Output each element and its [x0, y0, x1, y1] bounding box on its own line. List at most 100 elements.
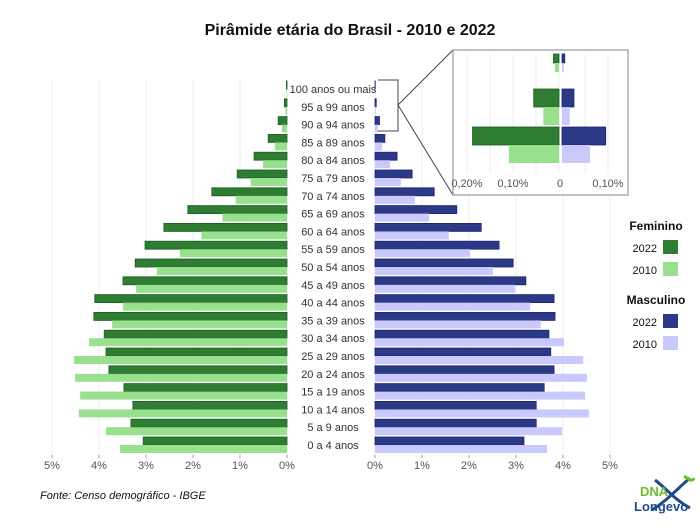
age-label: 35 a 39 anos	[301, 315, 365, 327]
age-label: 55 a 59 anos	[301, 244, 365, 256]
bar-feminino-2010	[112, 320, 287, 329]
bar-feminino-2022	[94, 294, 288, 304]
row-labels: 100 anos ou mais 95 a 99 anos 90 a 94 anos…	[290, 79, 399, 452]
age-label: 25 a 29 anos	[301, 351, 365, 363]
age-label: 45 a 49 anos	[301, 280, 365, 292]
bar-feminino-2022	[93, 311, 288, 321]
inset-tick-label: 0	[557, 178, 563, 190]
age-label: 20 a 24 anos	[301, 369, 365, 381]
bar-masculino-2022	[374, 258, 514, 268]
inset-bar-feminino-2022	[553, 53, 560, 64]
bar-feminino-2022	[236, 169, 288, 179]
bar-feminino-2022	[123, 383, 288, 393]
bar-masculino-2010	[375, 391, 586, 400]
right-tick-label: 4%	[555, 460, 571, 472]
bar-masculino-2022	[374, 365, 555, 375]
bar-masculino-2010	[375, 231, 449, 240]
left-tick-label: 5%	[44, 460, 60, 472]
bar-feminino-2010	[263, 160, 287, 169]
legend-title-masculino: Masculino	[627, 293, 686, 307]
inset-tick-label: 0,10%	[497, 178, 528, 190]
bar-masculino-2022	[374, 383, 545, 393]
bar-feminino-2010	[201, 231, 287, 240]
age-label: 70 a 74 anos	[301, 191, 365, 203]
bar-feminino-2022	[122, 276, 288, 286]
inset-bar-masculino-2010	[562, 107, 570, 125]
bar-feminino-2022	[103, 329, 288, 339]
zoom-bracket	[378, 79, 399, 132]
bar-feminino-2010	[222, 213, 287, 222]
age-label: 0 a 4 anos	[307, 440, 359, 452]
left-tick-label: 1%	[232, 460, 248, 472]
inset-frame	[452, 49, 629, 196]
bar-masculino-2010	[375, 160, 391, 169]
source-note: Fonte: Censo demográfico - IBGE	[40, 490, 206, 502]
left-tick-label: 3%	[138, 460, 154, 472]
inset-bar-feminino-2010	[554, 63, 559, 72]
bar-feminino-2022	[142, 436, 288, 446]
left-tick-label: 2%	[185, 460, 201, 472]
bar-feminino-2010	[120, 445, 288, 453]
bar-feminino-2022	[286, 80, 288, 90]
axis-ticks: 5% 4% 3% 2% 1% 0% 0% 1% 2% 3% 4% 5%	[44, 455, 618, 472]
bar-masculino-2010	[375, 427, 563, 436]
age-label: 50 a 54 anos	[301, 262, 365, 274]
bar-feminino-2010	[136, 284, 287, 293]
logo-longevo: Longevo	[634, 499, 688, 514]
bar-masculino-2022	[374, 436, 525, 446]
bar-feminino-2010	[106, 427, 287, 436]
bar-masculino-2022	[374, 240, 500, 250]
inset-tick-label: 0,20%	[451, 178, 482, 190]
bar-masculino-2010	[375, 213, 430, 222]
right-tick-label: 2%	[461, 460, 477, 472]
bar-feminino-2022	[253, 151, 288, 161]
bar-masculino-2010	[375, 356, 584, 364]
logo-helix-icon	[651, 476, 691, 512]
bar-feminino-2010	[285, 106, 287, 115]
age-label: 75 a 79 anos	[301, 173, 365, 185]
bar-masculino-2022	[374, 329, 550, 339]
bar-feminino-2022	[211, 187, 288, 197]
bar-masculino-2022	[374, 133, 386, 143]
legend: Feminino 2022 2010 Masculino 2022 2010	[627, 219, 686, 351]
bar-feminino-2010	[235, 195, 287, 204]
zoom-connector	[397, 104, 454, 196]
bar-masculino-2010	[375, 142, 383, 151]
bars	[74, 80, 589, 453]
bar-masculino-2010	[375, 320, 541, 329]
bar-feminino-2010	[250, 178, 287, 186]
bar-masculino-2022	[374, 276, 527, 286]
bar-masculino-2022	[374, 311, 556, 321]
bar-feminino-2010	[89, 338, 287, 347]
bar-feminino-2010	[274, 142, 287, 151]
age-label: 80 a 84 anos	[301, 155, 365, 167]
legend-label: 2010	[633, 265, 657, 277]
bar-feminino-2010	[179, 249, 287, 258]
bar-feminino-2022	[105, 347, 288, 357]
inset-bar-feminino-2010	[508, 145, 559, 163]
right-tick-label: 5%	[602, 460, 618, 472]
bar-feminino-2022	[134, 258, 288, 268]
left-tick-label: 0%	[279, 460, 295, 472]
right-tick-label: 3%	[508, 460, 524, 472]
bar-masculino-2010	[375, 267, 493, 275]
bar-masculino-2010	[375, 445, 548, 453]
bar-feminino-2010	[156, 267, 287, 275]
bar-feminino-2022	[284, 98, 288, 108]
bar-feminino-2010	[122, 302, 287, 311]
age-label: 60 a 64 anos	[301, 226, 365, 238]
bar-feminino-2022	[108, 365, 288, 375]
bar-masculino-2022	[374, 222, 482, 232]
bar-masculino-2022	[374, 347, 552, 357]
right-tick-label: 0%	[367, 460, 383, 472]
age-label: 15 a 19 anos	[301, 387, 365, 399]
bar-masculino-2010	[375, 106, 376, 115]
inset-bar-feminino-2022	[472, 126, 560, 146]
legend-label: 2022	[633, 317, 657, 329]
bar-feminino-2010	[75, 373, 287, 382]
legend-label: 2010	[633, 339, 657, 351]
chart-title: Pirâmide etária do Brasil - 2010 e 2022	[204, 22, 496, 39]
legend-label: 2022	[633, 243, 657, 255]
legend-title-feminino: Feminino	[629, 219, 682, 233]
